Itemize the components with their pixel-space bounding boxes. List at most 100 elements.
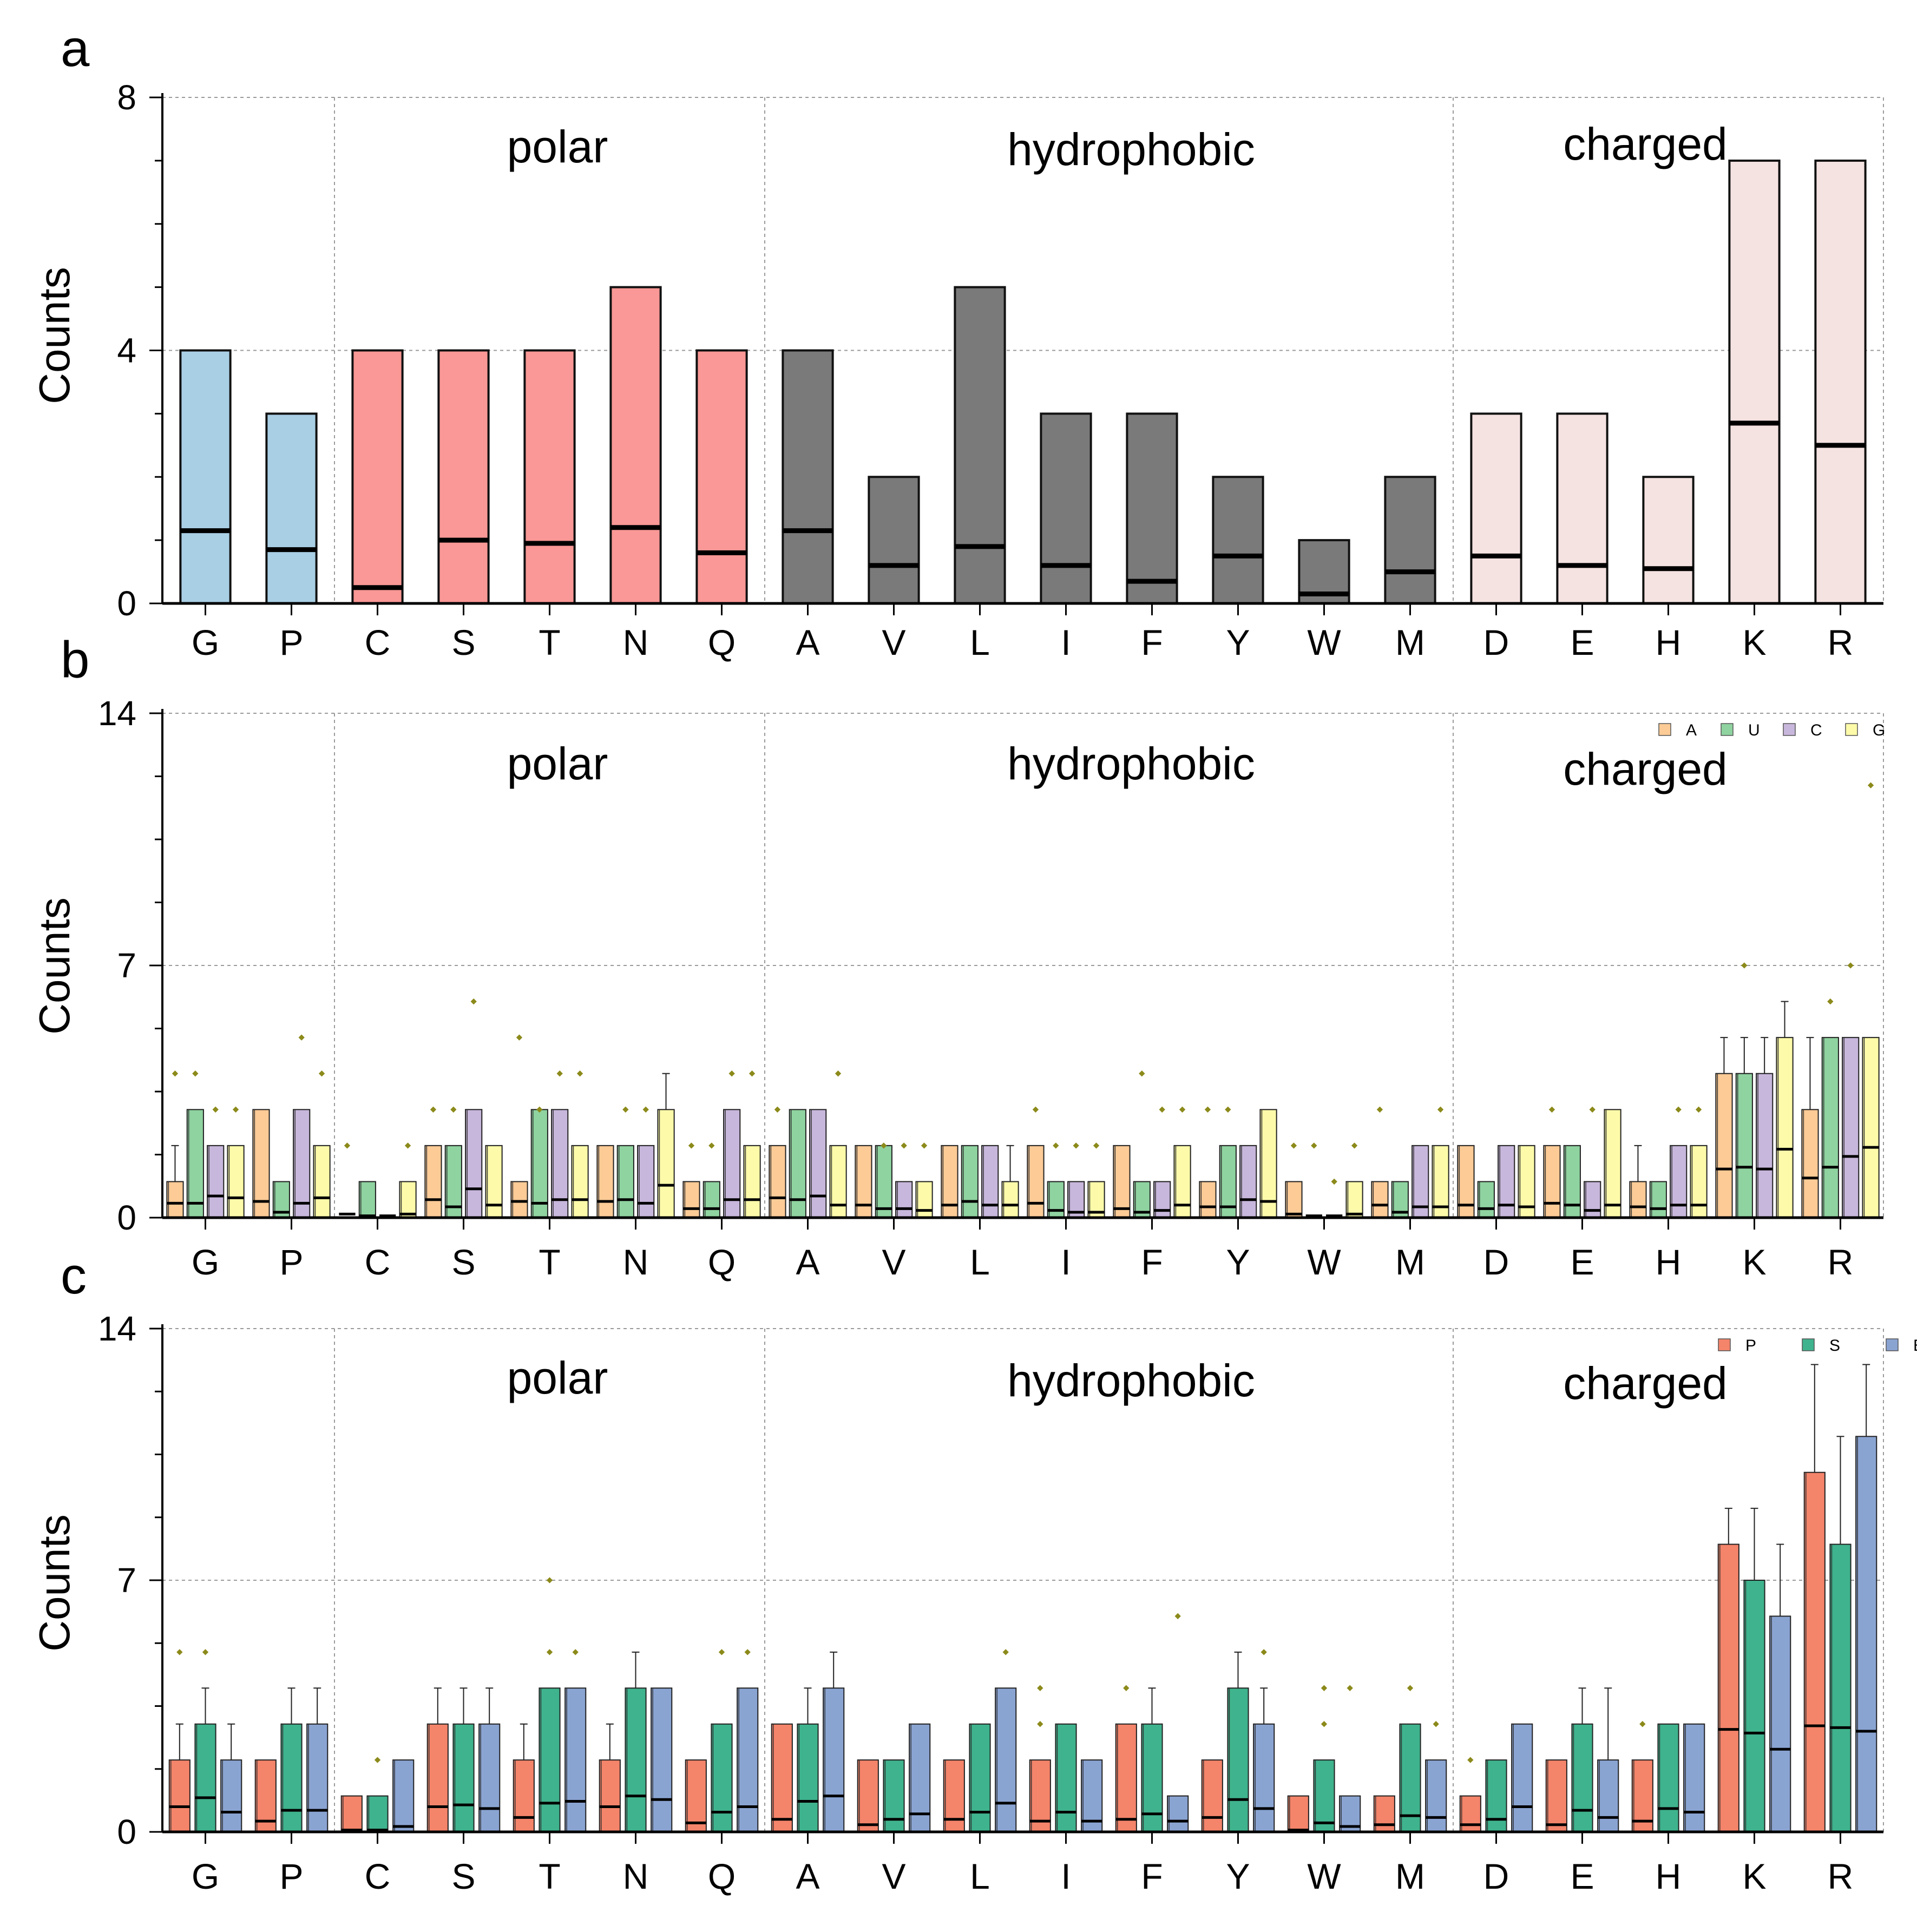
bar-B-A [823, 1687, 845, 1832]
x-tick-label-G: G [192, 1242, 219, 1282]
outlier-point [1321, 1685, 1328, 1691]
bar-B-T [564, 1687, 587, 1832]
legend-swatch-C [1783, 723, 1796, 736]
outlier-point [622, 1106, 629, 1113]
x-tick-label-A: A [796, 1856, 819, 1896]
axes: 0 4 8 G P C S T N Q A V L I F Y W M D E H K R Counts [30, 78, 1883, 662]
x-tick-label-D: D [1483, 622, 1509, 662]
x-tick-label-G: G [192, 622, 219, 662]
outlier-point [1073, 1142, 1079, 1149]
outlier-point [516, 1034, 523, 1041]
bar-P-T [513, 1759, 535, 1832]
outlier-point [642, 1106, 649, 1113]
outlier-point [1123, 1685, 1130, 1691]
group-label-charged: charged [1563, 744, 1728, 794]
bar-A-K [1715, 1073, 1733, 1218]
bar-G-A [829, 1145, 847, 1219]
bar-S-E [1571, 1723, 1593, 1833]
bar-U-R [1821, 1037, 1839, 1218]
outlier-point [1347, 1685, 1353, 1691]
bar-B-D [1511, 1723, 1533, 1833]
bar-P-Y [1201, 1759, 1223, 1832]
outlier-point [881, 1142, 887, 1149]
bar-U-C [358, 1181, 376, 1218]
bar-C-Q [723, 1109, 741, 1218]
bar-B-L [995, 1687, 1017, 1832]
group-label-charged: charged [1563, 119, 1728, 169]
bar-P [265, 412, 318, 604]
bar-G-F [1173, 1145, 1191, 1219]
outlier-point [546, 1577, 553, 1583]
legend: PSB [1718, 1337, 1917, 1355]
outlier-point [1037, 1685, 1043, 1691]
bar-G-H [1690, 1145, 1708, 1219]
bar-P-A [771, 1723, 793, 1833]
legend-swatch-S [1802, 1338, 1815, 1351]
bar-G-Q [743, 1145, 761, 1219]
bar-C-K [1756, 1073, 1774, 1218]
x-tick-label-A: A [796, 622, 819, 662]
axes: 0 7 14 G P C S T N Q A V L I F Y W M D E H K R Counts [30, 1309, 1883, 1896]
bar-P-E [1545, 1759, 1567, 1832]
bar-S-Q [711, 1723, 733, 1833]
outlier-point [232, 1106, 239, 1113]
bar-A-F [1113, 1145, 1131, 1219]
outlier-point [572, 1649, 579, 1655]
x-tick-label-L: L [970, 1856, 990, 1896]
bar-A-Q [682, 1181, 700, 1218]
x-tick-label-M: M [1395, 1856, 1425, 1896]
outlier-point [1407, 1685, 1414, 1691]
bar-C-V [895, 1181, 913, 1218]
outlier-point [176, 1649, 183, 1655]
group-label-polar: polar [507, 738, 608, 789]
bar-S-A [797, 1723, 819, 1833]
bar-U-G [186, 1109, 204, 1218]
x-tick-label-Q: Q [708, 1856, 736, 1896]
y-tick-label-14: 14 [98, 694, 136, 733]
outlier-point [835, 1070, 842, 1077]
bar-A-S [424, 1145, 442, 1219]
bar-B-Y [1253, 1723, 1275, 1833]
x-tick-label-C: C [365, 1242, 391, 1282]
bar-P-F [1115, 1723, 1137, 1833]
bar-S-S [452, 1723, 475, 1833]
bar-S-L [969, 1723, 991, 1833]
outlier-point [546, 1649, 553, 1655]
outlier-point [1741, 962, 1748, 969]
bar-C-R [1842, 1037, 1860, 1218]
bar-B-E [1597, 1759, 1619, 1832]
outlier-point [1321, 1721, 1328, 1727]
bar-G-V [915, 1181, 933, 1218]
panel-a: a polar hydrophobic charged 0 4 8 G P C S T N Q A V L I F… [30, 19, 1884, 662]
bar-P-D [1459, 1795, 1481, 1833]
bar-B-N [651, 1687, 673, 1832]
bar-A-G [166, 1181, 184, 1218]
outlier-point [1548, 1106, 1555, 1113]
y-axis-label: Counts [30, 267, 78, 404]
bar-Q [695, 349, 748, 604]
bar-K [1728, 159, 1781, 604]
outlier-point [1002, 1649, 1009, 1655]
legend-label-G: G [1873, 721, 1885, 739]
outlier-point [1433, 1721, 1439, 1727]
outlier-point [1290, 1142, 1297, 1149]
bar-N [609, 286, 662, 604]
x-tick-label-H: H [1656, 1856, 1682, 1896]
outlier-point [202, 1649, 209, 1655]
x-tick-label-Y: Y [1226, 1856, 1250, 1896]
outlier-point [708, 1142, 715, 1149]
x-tick-label-Q: Q [708, 622, 736, 662]
bar-A-W [1285, 1181, 1303, 1218]
bar-C-N [637, 1145, 655, 1219]
x-tick-label-R: R [1828, 622, 1854, 662]
bar-C-F [1153, 1181, 1171, 1218]
y-axis-label: Counts [30, 897, 78, 1034]
x-tick-label-L: L [970, 1242, 990, 1282]
outlier-point [318, 1070, 325, 1077]
x-tick-label-K: K [1742, 1242, 1766, 1282]
x-tick-label-D: D [1483, 1242, 1509, 1282]
legend-swatch-G [1845, 723, 1858, 736]
x-tick-label-K: K [1742, 1856, 1766, 1896]
x-tick-label-W: W [1307, 622, 1341, 662]
outlier-point [1867, 782, 1874, 788]
